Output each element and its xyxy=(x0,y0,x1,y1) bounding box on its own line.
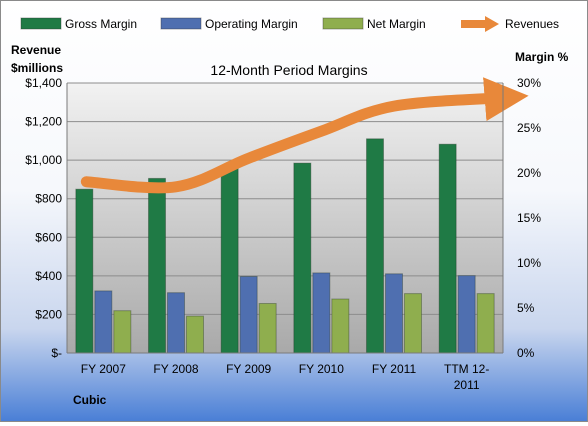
bar-gross-margin xyxy=(148,177,166,354)
legend-swatch xyxy=(20,17,62,30)
plot-area xyxy=(67,83,503,353)
left-tick-label: $400 xyxy=(35,269,62,283)
legend-swatch xyxy=(160,17,202,30)
right-tick-label: 30% xyxy=(517,76,541,90)
legend-label: Gross Margin xyxy=(65,17,137,31)
bar-net-margin xyxy=(331,298,350,354)
bar-gross-margin xyxy=(366,138,384,354)
right-tick-label: 25% xyxy=(517,121,541,135)
bar-net-margin xyxy=(186,315,204,354)
left-tick-label: $1,000 xyxy=(25,153,62,167)
bar-operating-margin xyxy=(312,272,331,354)
right-tick-label: 20% xyxy=(517,166,541,180)
left-tick-label: $- xyxy=(51,346,62,360)
revenues-line xyxy=(80,77,529,194)
company-label: Cubic xyxy=(73,393,107,407)
bar-operating-margin xyxy=(167,292,185,354)
bar-operating-margin xyxy=(239,276,258,354)
legend-label: Operating Margin xyxy=(205,17,298,31)
category-label: FY 2010 xyxy=(299,362,344,376)
left-tick-label: $1,200 xyxy=(25,115,62,129)
bar-net-margin xyxy=(258,303,277,354)
bar-gross-margin xyxy=(293,162,312,354)
legend-arrow xyxy=(485,16,499,32)
category-label: FY 2009 xyxy=(226,362,271,376)
right-tick-label: 10% xyxy=(517,256,541,270)
left-tick-label: $1,400 xyxy=(25,76,62,90)
legend-label: Net Margin xyxy=(367,17,426,31)
bar-gross-margin xyxy=(75,188,94,354)
right-axis-label: Margin % xyxy=(515,50,569,64)
bar-net-margin xyxy=(404,293,422,354)
bar-gross-margin xyxy=(220,165,239,354)
bar-gross-margin xyxy=(438,143,457,354)
right-tick-label: 0% xyxy=(517,346,535,360)
bar-net-margin xyxy=(476,293,495,354)
left-axis-label-line1: Revenue xyxy=(11,43,61,57)
right-tick-label: 5% xyxy=(517,301,535,315)
bar-operating-margin xyxy=(94,290,113,354)
category-label: FY 2011 xyxy=(372,362,417,376)
left-tick-label: $600 xyxy=(35,230,62,244)
bar-operating-margin xyxy=(385,273,403,354)
left-axis-label-line2: $millions xyxy=(11,61,63,75)
left-tick-label: $200 xyxy=(35,307,62,321)
category-label: TTM 12-2011 xyxy=(444,362,489,392)
right-tick-label: 15% xyxy=(517,211,541,225)
left-tick-label: $800 xyxy=(35,192,62,206)
bar-operating-margin xyxy=(457,275,476,354)
chart-title: 12-Month Period Margins xyxy=(210,62,367,78)
category-label: FY 2007 xyxy=(81,362,126,376)
legend-label: Revenues xyxy=(505,17,559,31)
category-label: FY 2008 xyxy=(153,362,198,376)
bar-net-margin xyxy=(113,310,132,354)
legend-swatch xyxy=(322,17,364,30)
